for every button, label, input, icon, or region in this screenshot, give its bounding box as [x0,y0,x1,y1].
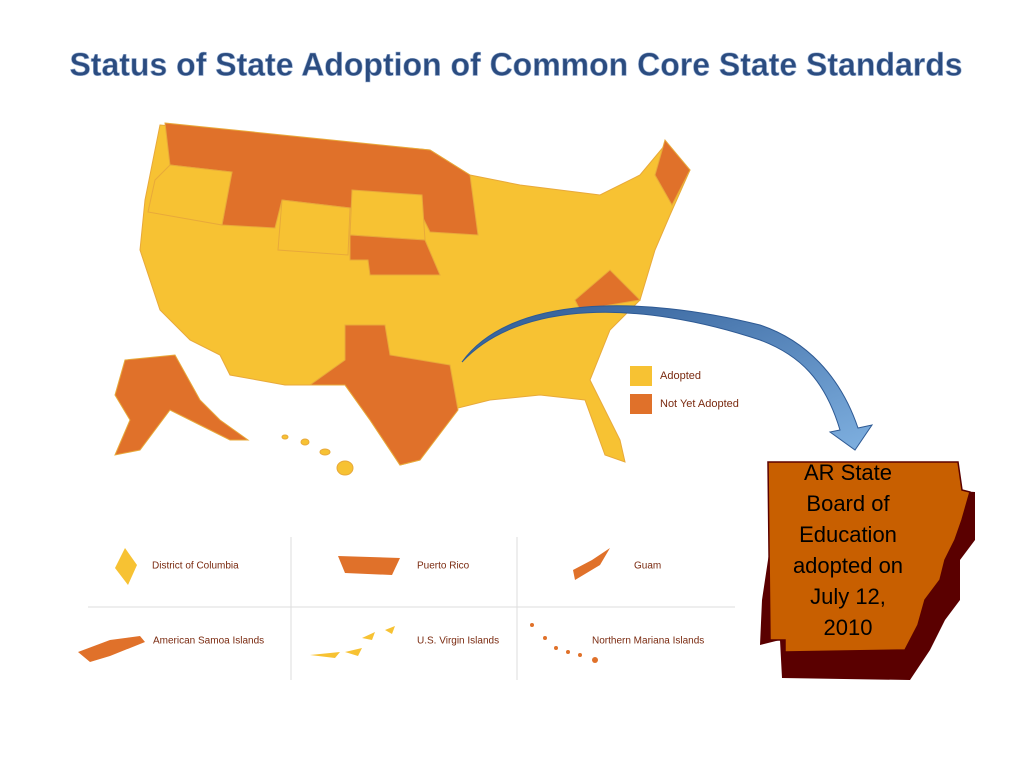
virginia [574,269,642,311]
hawaii [281,434,289,440]
territory-label: U.S. Virgin Islands [417,636,499,647]
south-dakota [349,189,426,241]
callout-line: 2010 [824,615,873,640]
texas [308,324,459,466]
legend-swatch [630,366,652,386]
legend-swatch [630,394,652,414]
us-map [114,122,691,476]
legend-label: Not Yet Adopted [660,398,739,410]
territories [88,537,735,680]
hawaii [300,438,310,446]
curved-arrow [461,305,874,451]
callout-line: AR State [804,460,892,485]
territory-label: Puerto Rico [417,561,470,572]
legend: Adopted Not Yet Adopted [630,366,739,414]
hawaii [319,448,331,456]
arkansas-callout: AR State Board of Education adopted on July … [760,460,975,680]
maine [654,138,691,207]
alaska [114,354,250,456]
dc-icon [115,548,137,585]
pr-icon [338,556,400,575]
hawaii [336,460,354,476]
nebraska [349,234,441,276]
samoa-icon [78,636,145,662]
vi-icon [310,626,395,658]
territory-label: American Samoa Islands [153,636,264,647]
territory-label: Northern Mariana Islands [592,636,704,647]
arrow [461,305,874,451]
oregon [147,164,233,226]
legend-label: Adopted [660,370,701,382]
nmi-icon [530,623,598,663]
guam-icon [573,548,610,580]
territory-label: District of Columbia [152,561,239,572]
territory-label: Guam [634,561,661,572]
callout-line: Board of [806,491,890,516]
wyoming [277,199,351,256]
callout-line: July 12, [810,584,886,609]
callout-line: Education [799,522,897,547]
ar-face [767,461,971,653]
title: Status of State Adoption of Common Core … [69,46,962,82]
callout-line: adopted on [793,553,903,578]
